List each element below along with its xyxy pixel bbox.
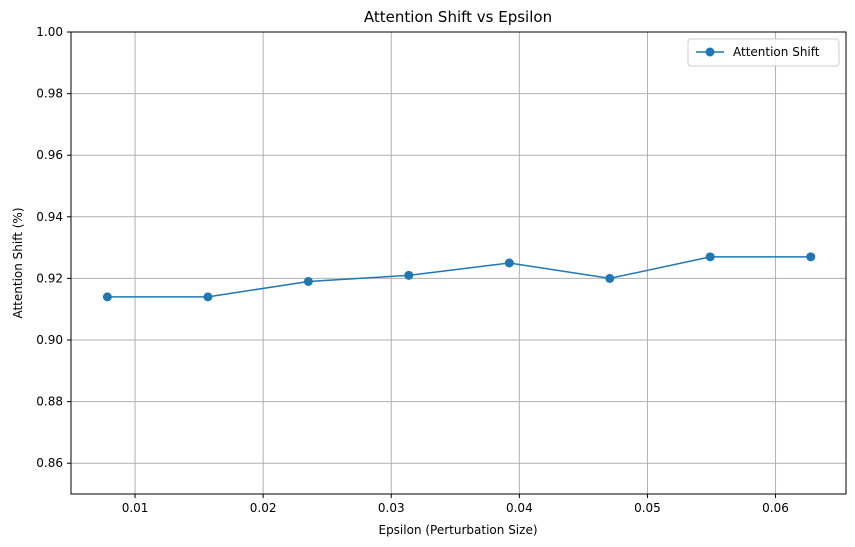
grid [71,31,846,494]
y-tick-label: 0.92 [36,271,63,285]
data-point [404,270,414,280]
y-tick-label: 0.98 [36,87,63,101]
data-point [102,292,112,302]
y-tick-label: 0.90 [36,333,63,347]
x-tick-label: 0.06 [762,501,789,515]
y-tick-label: 0.88 [36,395,63,409]
y-axis: 0.86 0.88 0.90 0.92 0.94 0.96 0.98 1.00 [36,25,71,470]
y-tick-label: 0.96 [36,148,63,162]
data-point [203,292,213,302]
chart-title: Attention Shift vs Epsilon [364,8,552,26]
x-axis-label: Epsilon (Perturbation Size) [378,523,537,537]
x-tick-label: 0.02 [250,501,277,515]
data-point [705,252,715,262]
data-point [806,252,816,262]
legend-marker [705,47,715,57]
series-line [107,256,811,298]
plot-frame [70,31,847,495]
y-tick-label: 0.86 [36,456,63,470]
legend-box [687,38,840,67]
data-point [504,258,514,268]
data-point [605,273,615,283]
x-tick-label: 0.03 [378,501,405,515]
y-tick-label: 1.00 [36,25,63,39]
x-tick-label: 0.01 [122,501,149,515]
y-tick-label: 0.94 [36,210,63,224]
x-tick-label: 0.04 [506,501,533,515]
series-layer [102,252,816,302]
data-point [303,276,313,286]
y-axis-label: Attention Shift (%) [11,207,25,318]
legend: Attention Shift [687,38,840,67]
x-tick-label: 0.05 [634,501,661,515]
x-axis: 0.01 0.02 0.03 0.04 0.05 0.06 [122,494,789,515]
legend-entry-attention-shift: Attention Shift [733,45,820,59]
